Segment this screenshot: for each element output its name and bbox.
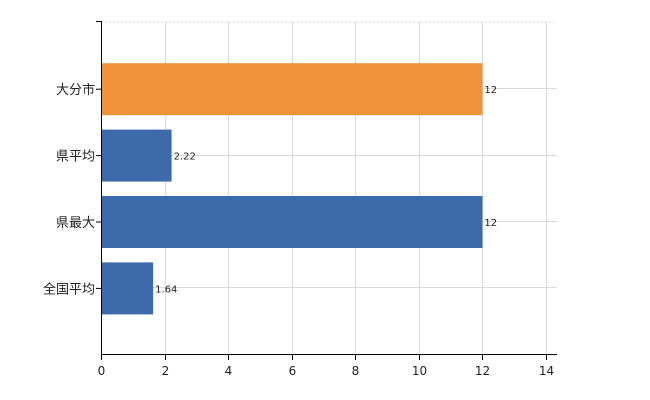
x-tick-label: 8 <box>352 364 360 378</box>
x-tick-label: 6 <box>289 364 297 378</box>
data-label: 1.64 <box>155 284 177 295</box>
data-label: 2.22 <box>174 152 196 163</box>
x-tick-label: 4 <box>225 364 233 378</box>
bar <box>101 196 483 248</box>
category-label: 全国平均 <box>43 281 95 297</box>
category-label: 県最大 <box>56 216 95 231</box>
bar <box>101 63 483 116</box>
labels: 12 大分市 2.22 県平均 12 県最大 1.64 全国平均 0 2 4 6 8 10 12 14 <box>43 82 554 378</box>
data-label: 12 <box>484 85 497 96</box>
bar <box>101 129 172 182</box>
x-tick-label: 12 <box>475 364 490 378</box>
category-label: 大分市 <box>56 82 95 98</box>
bar <box>101 262 154 315</box>
bars <box>101 63 483 315</box>
category-label: 県平均 <box>56 150 95 165</box>
axes <box>96 21 557 360</box>
x-tick-label: 2 <box>162 364 170 378</box>
data-label: 12 <box>484 218 497 229</box>
x-tick-label: 10 <box>412 364 427 378</box>
x-tick-label: 0 <box>98 364 106 378</box>
x-tick-label: 14 <box>539 364 554 378</box>
